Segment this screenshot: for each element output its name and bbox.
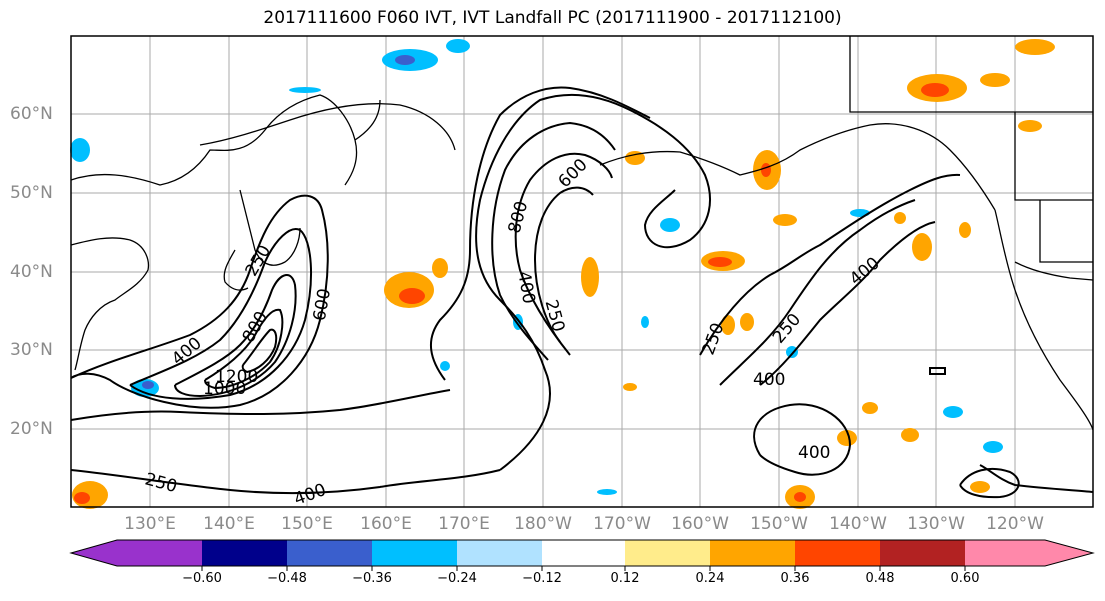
colorbar-segment <box>625 540 710 566</box>
colorbar-tick-label: −0.60 <box>182 571 222 586</box>
colorbar-segment <box>117 540 202 566</box>
longitude-label: 130°E <box>124 514 176 534</box>
longitude-label: 140°W <box>829 514 887 534</box>
colorbar-tick-label: 0.48 <box>865 571 895 586</box>
contour-label: 400 <box>753 370 785 390</box>
colorbar-segment <box>795 540 880 566</box>
colorbar-extend-low <box>71 540 117 566</box>
colorbar-tick-label: 0.36 <box>780 571 810 586</box>
colorbar-segment <box>457 540 542 566</box>
longitude-label: 120°W <box>986 514 1044 534</box>
colorbar-segment <box>880 540 965 566</box>
longitude-label: 160°E <box>360 514 412 534</box>
longitude-label: 140°E <box>203 514 255 534</box>
colorbar-tick-label: −0.12 <box>522 571 562 586</box>
colorbar-tick-label: −0.36 <box>352 571 392 586</box>
colorbar-segment <box>372 540 457 566</box>
colorbar-extend-high <box>1045 540 1093 566</box>
colorbar-tick-label: 0.60 <box>950 571 980 586</box>
colorbar-segment <box>287 540 372 566</box>
coastlines <box>70 36 1094 431</box>
longitude-label: 180°W <box>514 514 572 534</box>
longitude-label: 170°E <box>438 514 490 534</box>
colorbar-outline <box>69 539 1095 567</box>
longitude-label: 150°E <box>281 514 333 534</box>
colorbar <box>69 539 1095 571</box>
colorbar-segment <box>542 540 625 566</box>
colorbar-tick-label: 0.12 <box>610 571 640 586</box>
latitude-label: 40°N <box>10 262 53 282</box>
longitude-label: 130°W <box>907 514 965 534</box>
ivt-shading <box>70 39 1055 509</box>
colorbar-segment <box>965 540 1045 566</box>
contour-label: 1000 <box>203 379 246 399</box>
map-title: 2017111600 F060 IVT, IVT Landfall PC (20… <box>263 8 842 28</box>
longitude-label: 150°W <box>750 514 808 534</box>
latitude-label: 30°N <box>10 340 53 360</box>
colorbar-tick-label: −0.48 <box>267 571 307 586</box>
colorbar-segment <box>202 540 287 566</box>
colorbar-segment <box>710 540 795 566</box>
latitude-label: 20°N <box>10 419 53 439</box>
contour-label: 400 <box>798 443 830 463</box>
ivt-contours <box>70 86 1094 499</box>
latitude-label: 60°N <box>10 104 53 124</box>
latitude-label: 50°N <box>10 183 53 203</box>
colorbar-tick-label: −0.24 <box>437 571 477 586</box>
graticule <box>71 36 1093 507</box>
contour-label: 1200 <box>215 367 258 387</box>
plot-border <box>70 35 1094 508</box>
longitude-label: 160°W <box>671 514 729 534</box>
longitude-label: 170°W <box>593 514 651 534</box>
colorbar-tick-label: 0.24 <box>695 571 725 586</box>
